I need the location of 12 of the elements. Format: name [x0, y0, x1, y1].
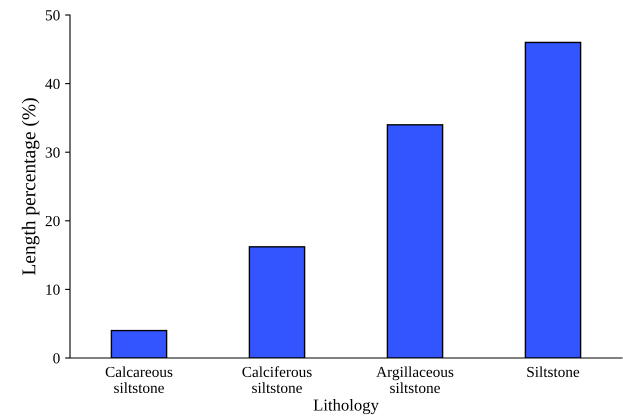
y-tick-label: 0 [53, 353, 60, 364]
x-tick-label: Argillaceous siltstone [376, 366, 454, 394]
x-axis-title: Lithology [314, 398, 379, 414]
y-axis-title: Length percentage (%) [22, 98, 40, 276]
x-tick-label: Calciferous siltstone [242, 366, 312, 394]
x-tick-label: Calcareous siltstone [106, 366, 172, 394]
y-tick-label: 40 [45, 78, 60, 90]
y-tick-label: 30 [46, 147, 60, 158]
y-tick-label: 20 [46, 216, 60, 226]
y-tick-label: 50 [46, 10, 60, 20]
x-tick-label: Siltstone [527, 366, 580, 378]
y-tick-label: 10 [46, 284, 60, 295]
